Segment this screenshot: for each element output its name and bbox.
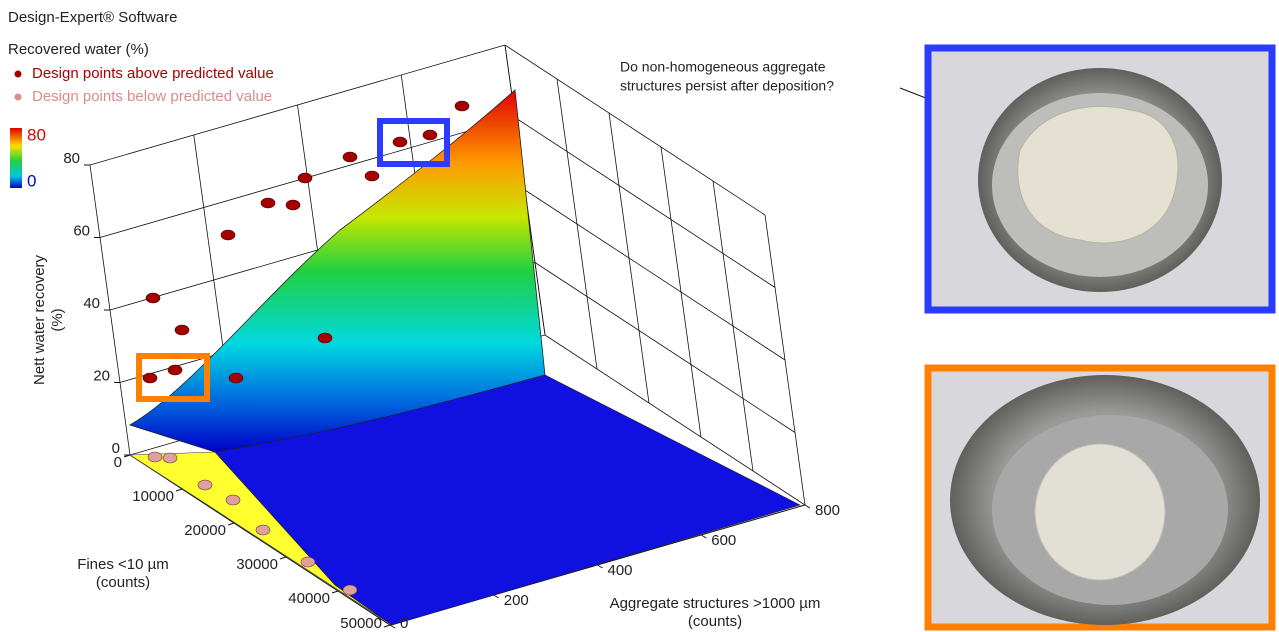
- x-tick: [384, 625, 390, 627]
- y-tick: [701, 535, 706, 538]
- photo-homogeneous: [928, 368, 1272, 627]
- x-tick: [280, 557, 286, 559]
- legend-label: Design points above predicted value: [32, 65, 274, 82]
- x-tick-label: 0: [114, 454, 122, 471]
- x-axis-title: Fines <10 µm: [77, 556, 169, 573]
- y-axis-title: (counts): [688, 613, 742, 630]
- annotation: structures persist after deposition?: [620, 78, 834, 94]
- x-tick-label: 40000: [288, 590, 330, 607]
- response-surface: [130, 90, 800, 625]
- colorbar-max: 80: [27, 125, 46, 144]
- colorbar: [10, 128, 22, 188]
- legend-marker: [15, 94, 22, 101]
- legend-marker: [15, 71, 22, 78]
- y-tick-label: 400: [608, 562, 633, 579]
- figure: Design-Expert® Software Recovered water …: [0, 0, 1279, 632]
- x-tick: [228, 523, 234, 525]
- z-axis-title: (%): [49, 308, 66, 331]
- y-tick: [494, 595, 499, 598]
- y-tick-label: 600: [711, 532, 736, 549]
- x-tick: [176, 489, 182, 491]
- z-axis-title: Nett water recovery: [31, 254, 48, 385]
- grid-line: [515, 118, 775, 288]
- y-tick-label: 0: [400, 615, 408, 632]
- x-tick: [332, 591, 338, 593]
- y-tick: [598, 565, 603, 568]
- legend-label: Design points below predicted value: [32, 88, 272, 105]
- x-axis-title: (counts): [96, 574, 150, 591]
- y-axis-title: Aggregate structures >1000 µm: [610, 595, 821, 612]
- x-tick-label: 20000: [184, 522, 226, 539]
- subtitle: Recovered water (%): [8, 41, 149, 58]
- grid-line: [90, 45, 505, 165]
- y-tick-label: 800: [815, 502, 840, 519]
- z-tick-label: 80: [63, 150, 80, 167]
- y-tick: [390, 625, 395, 628]
- title: Design-Expert® Software: [8, 9, 177, 26]
- x-tick-label: 10000: [132, 488, 174, 505]
- y-tick-label: 200: [504, 592, 529, 609]
- z-tick-label: 60: [73, 222, 90, 239]
- z-tick-label: 20: [93, 367, 110, 384]
- photo-aggregate: [928, 48, 1272, 310]
- colorbar-min: 0: [27, 171, 36, 190]
- grid-line: [525, 190, 785, 360]
- x-tick-label: 50000: [340, 615, 382, 632]
- y-tick: [805, 505, 810, 508]
- x-tick-label: 30000: [236, 556, 278, 573]
- z-tick-label: 40: [83, 295, 100, 312]
- annotation: Do non-homogeneous aggregate: [620, 59, 826, 75]
